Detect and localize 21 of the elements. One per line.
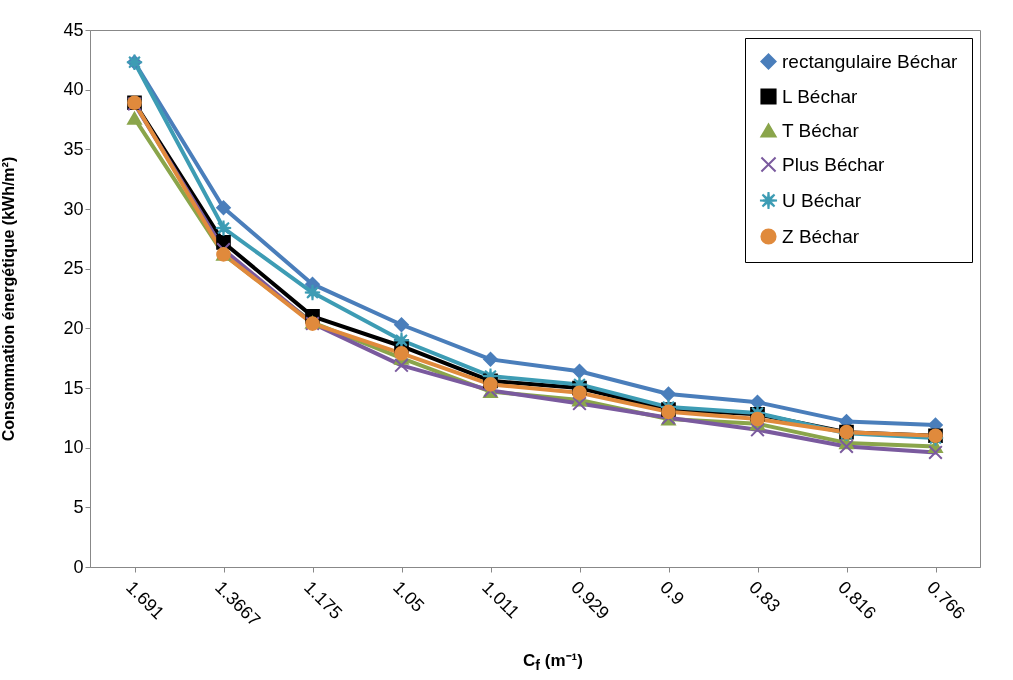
y-axis-title: Consommation énergétique (kWh/m²)	[0, 156, 17, 442]
legend-label: rectangulaire Béchar	[782, 50, 958, 72]
y-tick-label: 15	[63, 377, 84, 398]
legend-label: L Béchar	[782, 85, 859, 107]
legend-label: U Béchar	[782, 189, 862, 211]
y-tick-label: 25	[63, 258, 84, 279]
y-tick-label: 5	[73, 496, 84, 517]
x-tick-label: 1.05	[389, 577, 429, 617]
y-tick-label: 20	[63, 317, 84, 338]
y-tick-label: 10	[63, 437, 84, 458]
y-tick-label: 30	[63, 198, 84, 219]
x-tick-label: 0.83	[745, 577, 785, 617]
legend-label: Z Béchar	[782, 225, 860, 247]
y-tick-label: 0	[73, 556, 84, 577]
y-tick-label: 35	[63, 138, 84, 159]
x-axis-title: C$_{f}$ (m⁻¹)	[522, 650, 584, 674]
legend-label: T Béchar	[782, 119, 860, 141]
y-tick-label: 45	[63, 19, 84, 40]
y-tick-label: 40	[63, 79, 84, 100]
legend-label: Plus Béchar	[782, 153, 886, 175]
x-tick-label: 0.9	[656, 577, 689, 609]
